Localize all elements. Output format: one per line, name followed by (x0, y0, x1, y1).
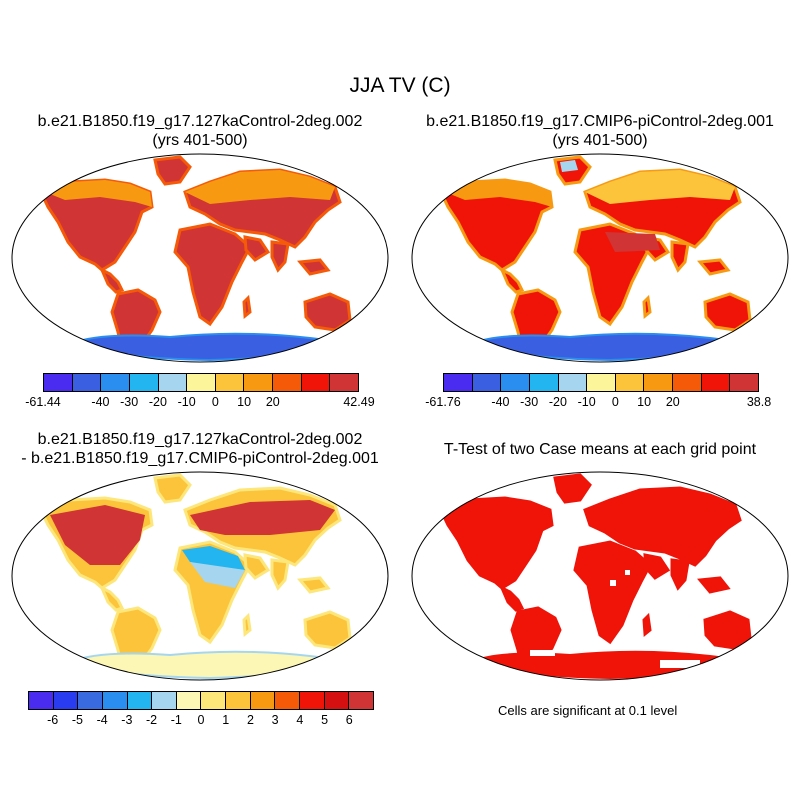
significance-note: Cells are significant at 0.1 level (498, 703, 678, 718)
colorbar-box (215, 374, 245, 391)
colorbar-tick-label: -61.44 (25, 395, 61, 409)
colorbar-box (152, 692, 177, 709)
colorbar-tick-label: -6 (47, 713, 59, 727)
colorbar-tick-label: -40 (491, 395, 510, 409)
colorbar-tick-label: -20 (148, 395, 167, 409)
colorbar-tick-label: 20 (665, 395, 680, 409)
colorbar-tick-label: -4 (96, 713, 108, 727)
colorbar-tick-label: -1 (170, 713, 182, 727)
colorbar-tick-label: -10 (577, 395, 596, 409)
colorbar-tick-label: 3 (271, 713, 279, 727)
colorbar-tick-label: -40 (91, 395, 110, 409)
colorbar-tick-label: 10 (637, 395, 652, 409)
colorbar-box (501, 374, 530, 391)
colorbar-tick-label: -10 (177, 395, 196, 409)
colorbar-box (127, 692, 153, 709)
colorbar-tick-label: 2 (246, 713, 254, 727)
map-bottom-left (11, 471, 389, 681)
colorbar-box (730, 374, 759, 391)
colorbar-tick-label: 0 (211, 395, 219, 409)
colorbar-box (201, 692, 227, 709)
colorbar-tick-label: 1 (222, 713, 230, 727)
colorbar-box (444, 374, 473, 391)
panel-title-bottom-left: b.e21.B1850.f19_g17.127kaControl-2deg.00… (37, 431, 363, 448)
colorbar-tick-label: 5 (321, 713, 329, 727)
colorbar-tick-label: -30 (120, 395, 139, 409)
colorbar-box (330, 374, 359, 391)
colorbar-box (324, 692, 350, 709)
colorbar-tick-label: 38.8 (746, 395, 772, 409)
colorbar-tick-label: -30 (520, 395, 539, 409)
colorbar-box (129, 374, 159, 391)
colorbar-box (244, 374, 274, 391)
colorbar-box (187, 374, 216, 391)
colorbar-tick-label: 20 (265, 395, 280, 409)
panel-title-top-left: b.e21.B1850.f19_g17.127kaControl-2deg.00… (37, 113, 363, 130)
map-bottom-right (411, 471, 789, 681)
colorbar-box (102, 692, 128, 709)
colorbar-box (275, 692, 301, 709)
colorbar-box (701, 374, 731, 391)
colorbar-box (158, 374, 188, 391)
colorbar-box (273, 374, 302, 391)
colorbar-tick-label: 0 (611, 395, 619, 409)
colorbar-tick-label: -20 (548, 395, 567, 409)
colorbar-box (300, 692, 325, 709)
panel-subtitle-bottom-left: - b.e21.B1850.f19_g17.CMIP6-piControl-2d… (21, 450, 379, 467)
panel-subtitle-top-left: (yrs 401-500) (152, 132, 248, 149)
colorbar-box (53, 692, 79, 709)
colorbar-top-right (443, 373, 759, 392)
colorbar-box (78, 692, 103, 709)
colorbar-box (72, 374, 102, 391)
colorbar-tick-label: -5 (71, 713, 83, 727)
figure-title: JJA TV (C) (349, 74, 451, 97)
colorbar-box (587, 374, 616, 391)
panel-title-bottom-right: T-Test of two Case means at each grid po… (443, 441, 757, 458)
colorbar-bottom-left (28, 691, 374, 710)
colorbar-box (250, 692, 276, 709)
colorbar-tick-label: 10 (237, 395, 252, 409)
colorbar-box (349, 692, 373, 709)
colorbar-tick-label: -3 (121, 713, 133, 727)
colorbar-tick-label: 42.49 (343, 395, 375, 409)
colorbar-box (101, 374, 130, 391)
colorbar-box (226, 692, 251, 709)
colorbar-tick-label: 0 (197, 713, 205, 727)
colorbar-tick-label: -2 (146, 713, 158, 727)
colorbar-tick-label: -61.76 (425, 395, 461, 409)
map-top-left (11, 153, 389, 363)
panel-title-top-right: b.e21.B1850.f19_g17.CMIP6-piControl-2deg… (426, 113, 774, 130)
colorbar-box (472, 374, 502, 391)
colorbar-box (176, 692, 202, 709)
colorbar-box (301, 374, 331, 391)
panel-subtitle-top-right: (yrs 401-500) (552, 132, 648, 149)
colorbar-box (644, 374, 674, 391)
colorbar-box (529, 374, 559, 391)
map-top-right (411, 153, 789, 363)
colorbar-box (673, 374, 702, 391)
colorbar-tick-label: 6 (345, 713, 353, 727)
colorbar-box (29, 692, 54, 709)
colorbar-top-left (43, 373, 359, 392)
colorbar-box (615, 374, 645, 391)
colorbar-box (558, 374, 588, 391)
colorbar-box (44, 374, 73, 391)
colorbar-tick-label: 4 (296, 713, 304, 727)
